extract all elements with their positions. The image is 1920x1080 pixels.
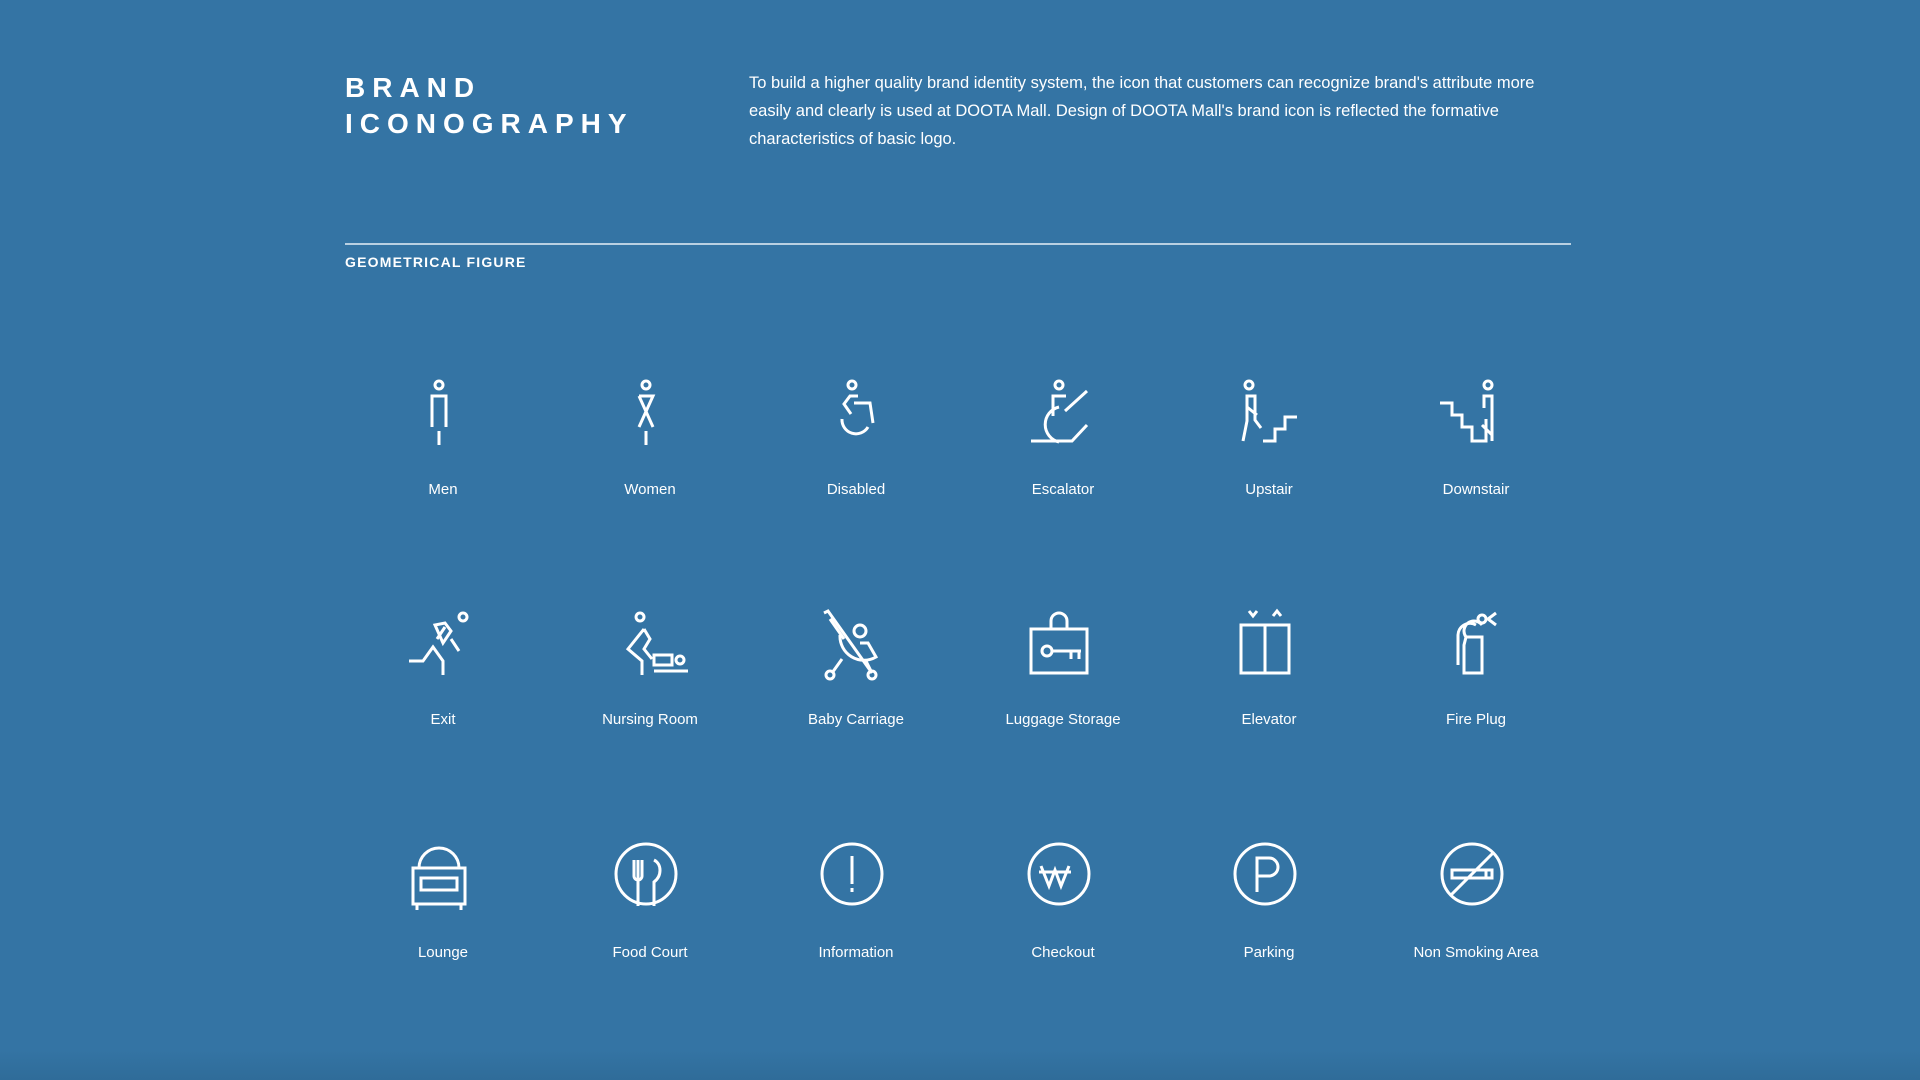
men-icon: [430, 379, 448, 445]
luggage-storage-icon: [1029, 611, 1089, 675]
women-icon: [637, 379, 656, 445]
icon-tile: Disabled: [756, 373, 956, 498]
icon-tile: Upstair: [1169, 373, 1369, 498]
icon-tile: Luggage Storage: [963, 603, 1163, 728]
icon-tile: Nursing Room: [550, 603, 750, 728]
icon-label: Upstair: [1245, 481, 1293, 498]
icon-label: Lounge: [417, 944, 469, 961]
icon-label: Parking: [1243, 944, 1295, 961]
icon-label: Baby Carriage: [808, 711, 904, 728]
non-smoking-icon: [1440, 842, 1504, 906]
icon-label: Exit: [430, 711, 456, 728]
icon-tile: Men: [343, 373, 543, 498]
disabled-icon: [840, 379, 875, 436]
icon-label: Food Court: [612, 944, 688, 961]
icon-tile: Parking: [1169, 836, 1369, 961]
icon-label: Fire Plug: [1445, 711, 1507, 728]
icon-label: Luggage Storage: [1005, 711, 1121, 728]
escalator-icon: [1031, 379, 1089, 444]
lounge-icon: [411, 846, 467, 910]
icon-label: Men: [428, 481, 458, 498]
divider: [345, 243, 1571, 245]
elevator-icon: [1239, 608, 1291, 675]
icon-tile: Fire Plug: [1376, 603, 1576, 728]
icon-tile: Downstair: [1376, 373, 1576, 498]
downstair-icon: [1440, 379, 1494, 443]
icon-label: Non Smoking Area: [1413, 944, 1539, 961]
fire-plug-icon: [1456, 611, 1497, 675]
icon-tile: Escalator: [963, 373, 1163, 498]
parking-icon: [1233, 842, 1297, 906]
icon-label: Women: [624, 481, 676, 498]
icon-label: Downstair: [1442, 481, 1510, 498]
information-icon: [820, 842, 884, 906]
food-court-icon: [614, 842, 678, 906]
icon-label: Escalator: [1031, 481, 1095, 498]
icon-tile: Food Court: [550, 836, 750, 961]
bottom-shade: [0, 1050, 1920, 1080]
title-line-1: BRAND: [345, 72, 482, 103]
exit-icon: [409, 611, 469, 675]
icon-tile: Checkout: [963, 836, 1163, 961]
icon-label: Elevator: [1241, 711, 1297, 728]
icon-tile: Non Smoking Area: [1376, 836, 1576, 961]
page-title: BRAND ICONOGRAPHY: [345, 70, 634, 142]
icon-label: Disabled: [826, 481, 886, 498]
baby-carriage-icon: [823, 609, 879, 681]
icon-label: Checkout: [1031, 944, 1095, 961]
icon-label: Nursing Room: [602, 711, 698, 728]
icon-tile: Information: [756, 836, 956, 961]
upstair-icon: [1241, 379, 1297, 443]
icon-tile: Elevator: [1169, 603, 1369, 728]
icon-label: Information: [818, 944, 894, 961]
icon-tile: Baby Carriage: [756, 603, 956, 728]
icon-tile: Women: [550, 373, 750, 498]
nursing-room-icon: [625, 611, 688, 675]
icon-tile: Exit: [343, 603, 543, 728]
checkout-icon: [1027, 842, 1091, 906]
title-line-2: ICONOGRAPHY: [345, 108, 634, 139]
description: To build a higher quality brand identity…: [749, 74, 1535, 148]
section-label: GEOMETRICAL FIGURE: [345, 254, 527, 270]
icon-tile: Lounge: [343, 836, 543, 961]
